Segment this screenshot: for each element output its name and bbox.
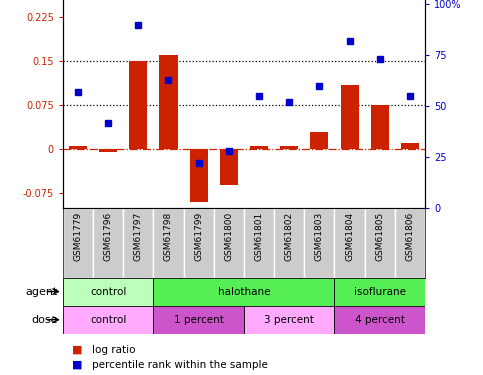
- Bar: [341, 84, 358, 149]
- Bar: [280, 146, 298, 149]
- Text: 4 percent: 4 percent: [355, 315, 405, 325]
- Text: 3 percent: 3 percent: [264, 315, 314, 325]
- Text: 1 percent: 1 percent: [174, 315, 224, 325]
- Bar: [189, 149, 208, 202]
- Bar: [63, 306, 154, 334]
- Text: percentile rank within the sample: percentile rank within the sample: [92, 360, 268, 370]
- Text: halothane: halothane: [218, 286, 270, 297]
- Bar: [244, 208, 274, 278]
- Text: ■: ■: [72, 360, 83, 370]
- Bar: [69, 146, 87, 149]
- Bar: [365, 208, 395, 278]
- Text: GSM61797: GSM61797: [134, 211, 143, 261]
- Bar: [159, 55, 178, 149]
- Bar: [250, 146, 268, 149]
- Text: isoflurane: isoflurane: [354, 286, 406, 297]
- Text: GSM61798: GSM61798: [164, 211, 173, 261]
- Bar: [154, 306, 244, 334]
- Bar: [371, 105, 389, 149]
- Bar: [311, 132, 328, 149]
- Bar: [93, 208, 123, 278]
- Bar: [154, 208, 184, 278]
- Text: GSM61804: GSM61804: [345, 211, 354, 261]
- Text: agent: agent: [26, 286, 58, 297]
- Text: GSM61779: GSM61779: [73, 211, 83, 261]
- Bar: [184, 208, 213, 278]
- Bar: [63, 208, 93, 278]
- Text: GSM61799: GSM61799: [194, 211, 203, 261]
- Text: GSM61796: GSM61796: [103, 211, 113, 261]
- Bar: [63, 278, 154, 306]
- Bar: [123, 208, 154, 278]
- Bar: [213, 208, 244, 278]
- Text: GSM61803: GSM61803: [315, 211, 324, 261]
- Bar: [244, 306, 334, 334]
- Bar: [99, 149, 117, 152]
- Bar: [154, 278, 334, 306]
- Bar: [129, 61, 147, 149]
- Text: GSM61800: GSM61800: [224, 211, 233, 261]
- Text: GSM61801: GSM61801: [255, 211, 264, 261]
- Bar: [335, 306, 425, 334]
- Bar: [304, 208, 334, 278]
- Text: GSM61805: GSM61805: [375, 211, 384, 261]
- Text: control: control: [90, 315, 126, 325]
- Text: log ratio: log ratio: [92, 345, 135, 355]
- Bar: [335, 278, 425, 306]
- Text: dose: dose: [31, 315, 58, 325]
- Bar: [220, 149, 238, 184]
- Text: GSM61802: GSM61802: [284, 211, 294, 261]
- Bar: [395, 208, 425, 278]
- Text: GSM61806: GSM61806: [405, 211, 414, 261]
- Bar: [401, 143, 419, 149]
- Bar: [334, 208, 365, 278]
- Text: ■: ■: [72, 345, 83, 355]
- Bar: [274, 208, 304, 278]
- Text: control: control: [90, 286, 126, 297]
